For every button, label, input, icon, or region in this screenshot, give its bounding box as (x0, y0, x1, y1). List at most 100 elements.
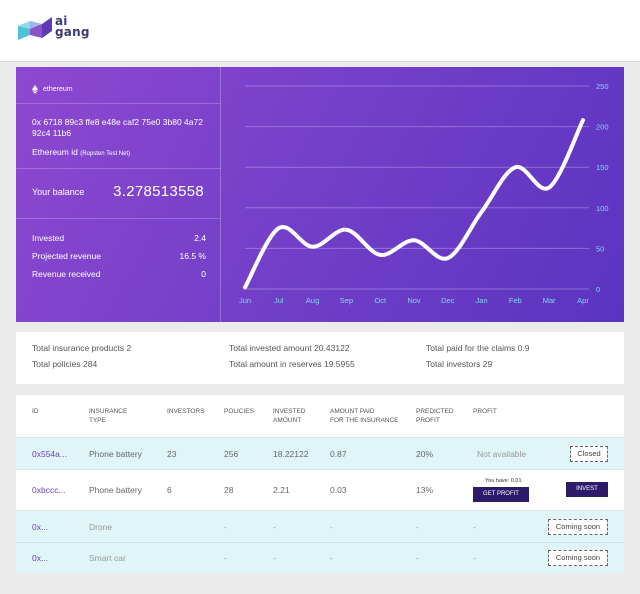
y-tick-label: 50 (596, 244, 604, 253)
x-tick-label: Jun (239, 296, 251, 305)
policies-count: 28 (224, 485, 234, 495)
x-tick-label: Aug (306, 296, 319, 305)
x-tick-label: Jan (476, 296, 488, 305)
closed-button[interactable]: Closed (570, 446, 608, 462)
x-tick-label: Oct (374, 296, 387, 305)
invested-amount: - (330, 522, 333, 532)
header-text: Predicted (416, 408, 454, 415)
product-id-link[interactable]: 0xbccc... (32, 485, 66, 495)
stat-label: Revenue received (32, 269, 101, 279)
investors-count: - (224, 553, 227, 563)
summary-value: 2 (126, 343, 132, 353)
y-tick-label: 100 (596, 204, 609, 213)
brand-line-2: gang (55, 25, 90, 39)
invested-amount: 2.21 (273, 485, 290, 495)
product-id-link[interactable]: 0x554a... (32, 449, 67, 459)
invested-amount: - (330, 553, 333, 563)
summary-label: Total insurance products (32, 343, 125, 353)
stat-label: Projected revenue (32, 251, 101, 261)
header-text: Profit (473, 408, 497, 415)
account-overview: ethereum 0x 6718 89c3 ffe8 e48e caf2 75e… (16, 67, 624, 322)
wallet-address: 0x 6718 89c3 ffe8 e48e caf2 75e0 3b80 4a… (32, 117, 203, 138)
summary-value: 29 (482, 359, 493, 369)
amount-paid: 0.03 (330, 485, 347, 495)
ai-gang-logo-icon[interactable] (16, 14, 106, 44)
header-text: ID (32, 408, 39, 415)
policies-count: 256 (224, 449, 239, 459)
invest-button[interactable]: Invest (566, 482, 608, 497)
table-row[interactable]: 0xbccc... Phone battery 6 28 2.21 0.03 1… (16, 469, 624, 510)
predicted-profit: 20% (416, 449, 434, 459)
summary-value: 0.9 (517, 343, 530, 353)
table-row[interactable]: 0x... Smart car - - - - - Coming soon (16, 542, 624, 573)
x-tick-label: Feb (509, 296, 522, 305)
y-tick-label: 0 (596, 285, 600, 294)
product-id-link[interactable]: 0x... (32, 553, 49, 563)
header-text: for the insurance (330, 417, 399, 424)
summary-total-paid-claims: Total paid for the claims 0.9 (426, 343, 530, 353)
table-row[interactable]: 0x... Drone - - - - - Coming soon (16, 510, 624, 542)
stat-projected-revenue: Projected revenue 16.5 % (32, 251, 206, 261)
y-tick-label: 200 (596, 123, 609, 132)
coming-soon-button[interactable]: Coming soon (548, 550, 608, 566)
policies-count: - (273, 522, 276, 532)
table-row[interactable]: 0x554a... Phone battery 23 256 18.22122 … (16, 437, 624, 469)
header-text: type (89, 417, 106, 424)
amount-paid: - (416, 553, 419, 563)
coming-soon-button[interactable]: Coming soon (548, 519, 608, 535)
summary-value: 19.5955 (323, 359, 355, 369)
y-tick-label: 250 (596, 82, 609, 91)
summary-label: Total paid for the claims (426, 343, 516, 353)
investors-count: 23 (167, 449, 177, 459)
ethereum-icon (32, 85, 38, 94)
summary-total-investors: Total investors 29 (426, 359, 492, 369)
header-text: Policies (224, 408, 254, 415)
insurance-type: Smart car (89, 553, 126, 563)
column-header-insurance-type: Insurance type (89, 407, 127, 425)
summary-label: Total policies (32, 359, 81, 369)
summary-total-invested: Total invested amount 20.43122 (229, 343, 350, 353)
totals-summary: Total insurance products 2 Total investe… (16, 332, 624, 384)
investors-count: 6 (167, 485, 172, 495)
you-have-amount: You have: 0.01 (485, 478, 522, 484)
stat-value: 0 (201, 269, 206, 279)
invested-amount: 18.22122 (273, 449, 309, 459)
balance-row (16, 169, 221, 219)
insurance-type: Drone (89, 522, 113, 532)
brand-line-1: ai (55, 14, 68, 28)
summary-value: 20.43122 (314, 343, 350, 353)
product-id-link[interactable]: 0x... (32, 522, 49, 532)
x-tick-label: Mar (543, 296, 556, 305)
predicted-profit: - (473, 522, 476, 532)
header-text: Amount paid (330, 408, 375, 415)
account-panel: ethereum 0x 6718 89c3 ffe8 e48e caf2 75e… (16, 67, 221, 322)
get-profit-button[interactable]: Get profit (473, 487, 529, 502)
stat-value: 2.4 (194, 233, 206, 243)
summary-total-policies: Total policies 284 (32, 359, 97, 369)
policies-count: - (273, 553, 276, 563)
brand-wordmark: ai gang (55, 14, 90, 39)
balance-value: 3.278513558 (113, 183, 204, 200)
header-text: Insurance (89, 408, 128, 415)
summary-reserves: Total amount in reserves 19.5955 (229, 359, 355, 369)
network-row (16, 67, 221, 104)
x-tick-label: Dec (441, 296, 455, 305)
summary-label: Total amount in reserves (229, 359, 322, 369)
network-note: (Ropsten Test Net) (80, 151, 131, 157)
header-text: Investors (167, 408, 205, 415)
predicted-profit: - (473, 553, 476, 563)
column-header-invested-amount: Invested amount (273, 407, 306, 425)
column-header-profit: Profit (473, 407, 497, 416)
investors-count: - (224, 522, 227, 532)
network-label: ethereum (32, 85, 73, 94)
balance-label: Your balance (32, 187, 85, 197)
column-header-investors: Investors (167, 407, 204, 416)
x-tick-label: Sep (340, 296, 353, 305)
x-tick-label: Jul (274, 296, 284, 305)
y-tick-label: 150 (596, 163, 609, 172)
column-header-policies: Policies (224, 407, 254, 416)
stat-value: 16.5 % (179, 251, 206, 261)
revenue-series-line (243, 118, 585, 290)
header-text: Invested (273, 408, 306, 415)
address-row (16, 104, 221, 169)
